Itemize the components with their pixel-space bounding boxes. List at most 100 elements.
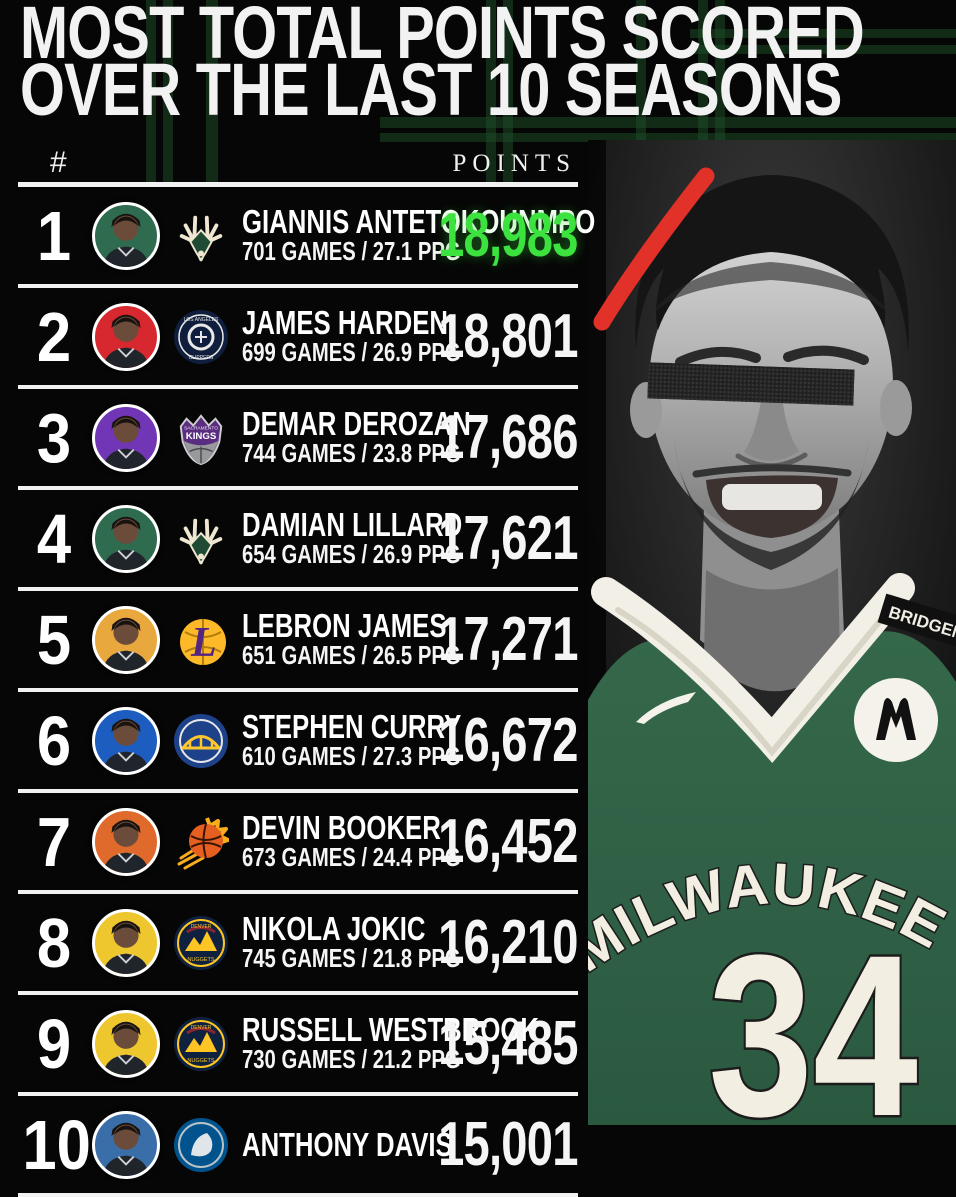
player-name: DEVIN BOOKER xyxy=(242,809,441,846)
player-stats: 701 GAMES / 27.1 PPG xyxy=(242,236,461,266)
milwaukee-bucks-logo-icon xyxy=(172,510,230,568)
player-name: ANTHONY DAVIS xyxy=(242,1125,453,1163)
golden-state-warriors-logo-icon xyxy=(172,712,230,770)
points-value: 18,801 xyxy=(438,301,578,371)
rank-number: 6 xyxy=(36,701,72,780)
denver-nuggets-logo-icon: NUGGETS DENVER xyxy=(172,1015,230,1073)
rank-number: 5 xyxy=(36,600,72,679)
points-value: 17,621 xyxy=(438,503,578,573)
rank-number: 8 xyxy=(36,903,72,982)
points-column-header: POINTS xyxy=(452,150,576,177)
table-row: 5 L LEBRON JAMES 651 GAMES / 26.5 PPG 17… xyxy=(18,591,579,692)
player-avatar xyxy=(92,1009,160,1078)
player-stats: 610 GAMES / 27.3 PPG xyxy=(242,741,461,771)
player-stats: 730 GAMES / 21.2 PPG xyxy=(242,1044,461,1074)
stripe xyxy=(698,0,708,185)
milwaukee-bucks-logo-icon xyxy=(172,207,230,265)
player-avatar xyxy=(92,302,160,371)
svg-text:L: L xyxy=(190,620,217,666)
title-line-2: OVER THE LAST 10 SEASONS xyxy=(20,48,842,131)
table-row: 2 LOS ANGELES CLIPPERS JAMES HARDEN 699 … xyxy=(18,288,579,389)
stripe xyxy=(636,0,646,185)
phoenix-suns-logo-icon xyxy=(172,813,230,871)
table-row: 3 SACRAMENTO KINGS DEMAR DEROZAN 744 GAM… xyxy=(18,389,579,490)
rank-number: 9 xyxy=(36,1004,72,1083)
table-row: 4 DAMIAN LILLARD 654 GAMES / 26.9 PPG 17… xyxy=(18,490,579,591)
stripe xyxy=(715,0,725,185)
dallas-mavericks-logo-icon xyxy=(172,1116,230,1174)
player-avatar xyxy=(92,1110,160,1179)
points-value: 16,210 xyxy=(438,907,578,977)
player-avatar xyxy=(92,807,160,876)
svg-text:LOS ANGELES: LOS ANGELES xyxy=(184,317,219,323)
player-name: RUSSELL WESTBROOK xyxy=(242,1011,539,1048)
player-stats: 654 GAMES / 26.9 PPG xyxy=(242,539,461,569)
header-divider xyxy=(18,182,578,187)
svg-text:NUGGETS: NUGGETS xyxy=(187,957,215,963)
points-value: 18,983 xyxy=(438,200,578,270)
player-avatar xyxy=(92,403,160,472)
svg-text:SACRAMENTO: SACRAMENTO xyxy=(184,425,218,431)
svg-text:NUGGETS: NUGGETS xyxy=(187,1058,215,1064)
player-name: DEMAR DEROZAN xyxy=(242,405,471,442)
rank-number: 2 xyxy=(36,297,72,376)
stripe xyxy=(486,0,496,185)
table-header: # POINTS xyxy=(18,140,578,182)
player-name: STEPHEN CURRY xyxy=(242,708,462,745)
plaid-background xyxy=(0,0,956,185)
player-name: LEBRON JAMES xyxy=(242,607,447,644)
player-name: NIKOLA JOKIC xyxy=(242,910,426,947)
rank-number: 3 xyxy=(36,398,72,477)
rank-column-header: # xyxy=(50,146,67,179)
stripe xyxy=(503,0,513,185)
la-clippers-logo-icon: LOS ANGELES CLIPPERS xyxy=(172,308,230,366)
player-name: DAMIAN LILLARD xyxy=(242,506,463,543)
red-marker-stroke-icon xyxy=(593,167,715,331)
rank-number: 7 xyxy=(36,802,72,881)
points-value: 15,485 xyxy=(438,1008,578,1078)
svg-text:KINGS: KINGS xyxy=(186,430,217,441)
jersey-number-text: 34 xyxy=(708,907,918,1125)
rank-number: 1 xyxy=(36,196,72,275)
stripe xyxy=(146,0,156,185)
svg-text:DENVER: DENVER xyxy=(191,924,212,930)
points-value: 16,452 xyxy=(438,806,578,876)
table-row: 9 NUGGETS DENVER RUSSELL WESTBROOK 730 G… xyxy=(18,995,579,1096)
table-row: 10 ANTHONY DAVIS 15,001 xyxy=(18,1096,579,1197)
player-stats: 699 GAMES / 26.9 PPG xyxy=(242,337,461,367)
stripe xyxy=(690,45,956,54)
stripe xyxy=(380,133,956,142)
sacramento-kings-logo-icon: SACRAMENTO KINGS xyxy=(172,409,230,467)
rank-number: 4 xyxy=(36,499,72,578)
player-name: JAMES HARDEN xyxy=(242,304,448,341)
points-value: 17,271 xyxy=(438,604,578,674)
motorola-logo-icon xyxy=(854,678,938,762)
stripe xyxy=(163,0,173,185)
nike-swoosh-icon xyxy=(636,692,696,724)
player-avatar xyxy=(92,201,160,270)
ranking-table: # POINTS 1 GIANNIS ANTETOKOUNMPO 701 GAM… xyxy=(18,140,596,1197)
stripe xyxy=(380,117,956,128)
svg-text:CLIPPERS: CLIPPERS xyxy=(189,355,214,361)
points-value: 16,672 xyxy=(438,705,578,775)
svg-text:DENVER: DENVER xyxy=(191,1025,212,1031)
player-avatar xyxy=(92,504,160,573)
table-row: 7 DEVIN BOOKER 673 GAMES / 24.4 PPG 16,4… xyxy=(18,793,579,894)
title-line-1: MOST TOTAL POINTS SCORED xyxy=(20,0,865,74)
player-stats: 745 GAMES / 21.8 PPG xyxy=(242,943,461,973)
points-value: 17,686 xyxy=(438,402,578,472)
player-avatar xyxy=(92,706,160,775)
points-value: 15,001 xyxy=(438,1109,578,1179)
player-stats: 673 GAMES / 24.4 PPG xyxy=(242,842,461,872)
player-stats: 651 GAMES / 26.5 PPG xyxy=(242,640,461,670)
table-row: 6 STEPHEN CURRY 610 GAMES / 27.3 PPG 16,… xyxy=(18,692,579,793)
la-lakers-logo-icon: L xyxy=(172,611,230,669)
player-name: GIANNIS ANTETOKOUNMPO xyxy=(242,203,596,240)
player-avatar xyxy=(92,605,160,674)
player-avatar xyxy=(92,908,160,977)
player-stats: 744 GAMES / 23.8 PPG xyxy=(242,438,461,468)
page-title: MOST TOTAL POINTS SCORED OVER THE LAST 1… xyxy=(20,0,956,131)
